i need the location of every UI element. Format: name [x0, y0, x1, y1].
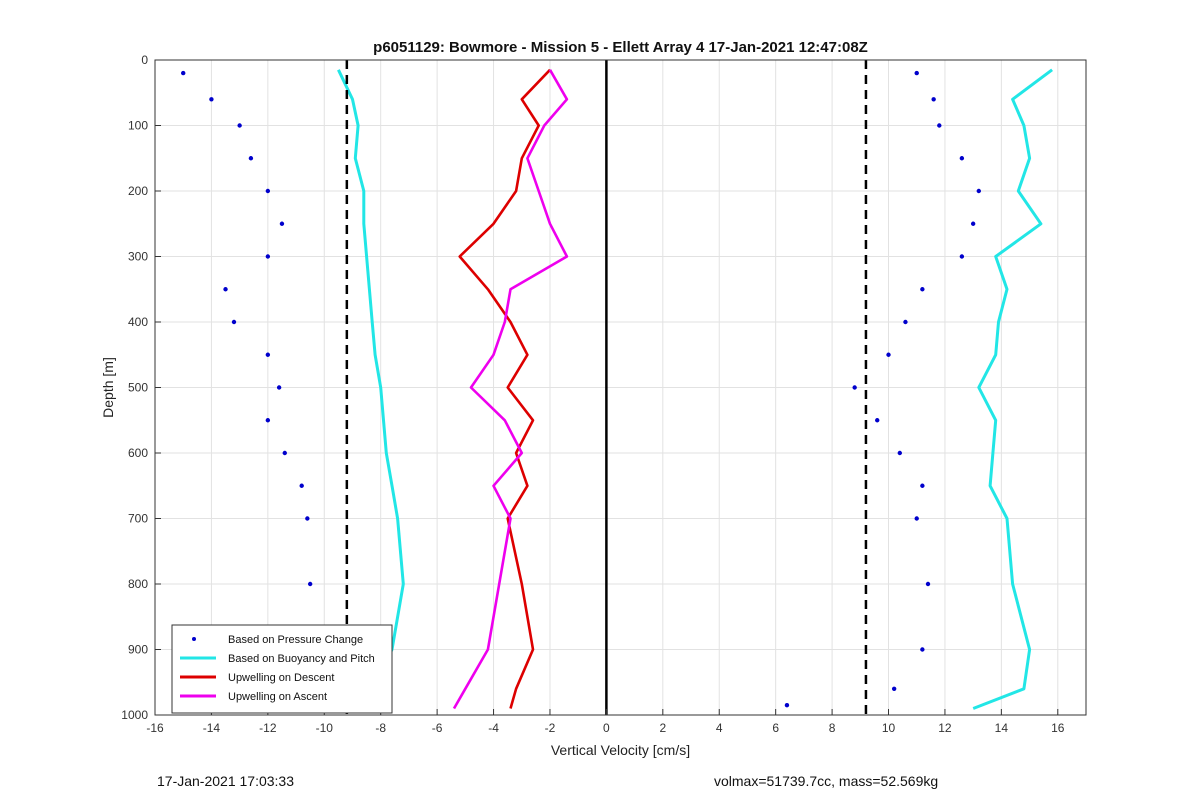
x-tick-label: 12 [938, 721, 952, 735]
y-tick-label: 1000 [121, 708, 148, 722]
series-line [337, 69, 405, 710]
pressure-data-point [248, 156, 254, 161]
pressure-data-point [920, 483, 925, 488]
pressure-data-point [231, 319, 237, 325]
pressure-data-point [914, 516, 919, 521]
pressure-data-point [914, 70, 919, 76]
pressure-data-point [897, 450, 902, 456]
pressure-data-point [937, 123, 942, 128]
pressure-data-point [282, 450, 287, 456]
reference-lines [345, 60, 868, 715]
pressure-data-point [305, 516, 310, 521]
y-tick-label: 100 [128, 119, 148, 133]
pressure-data-point [931, 97, 936, 102]
y-tick-label: 400 [128, 315, 148, 329]
pressure-data-point [886, 352, 891, 357]
x-tick-label: 14 [995, 721, 1009, 735]
y-tick-label: 500 [128, 381, 148, 395]
x-tick-label: 2 [659, 721, 666, 735]
pressure-data-point [181, 70, 186, 76]
y-axis-label: Depth [m] [100, 357, 116, 418]
pressure-data-point [959, 254, 965, 259]
chart-title: p6051129: Bowmore - Mission 5 - Ellett A… [373, 39, 868, 56]
x-tick-label: 8 [829, 721, 836, 735]
pressure-data-point [925, 581, 931, 587]
y-tick-label: 900 [128, 643, 148, 657]
pressure-data-point [970, 221, 976, 226]
pressure-data-point [209, 97, 214, 102]
pressure-data-point [265, 418, 271, 423]
pressure-data-point [875, 418, 880, 423]
series-line [452, 69, 569, 710]
x-tick-label: -4 [488, 721, 499, 735]
y-tick-label: 700 [128, 512, 148, 526]
legend: Based on Pressure Change Based on Buoyanc… [171, 624, 393, 714]
pressure-data-point [920, 647, 925, 652]
legend-label: Upwelling on Ascent [228, 691, 327, 703]
pressure-data-point [276, 385, 282, 390]
y-tick-label: 800 [128, 577, 148, 591]
footer-timestamp: 17-Jan-2021 17:03:33 [157, 773, 294, 789]
series-line [458, 68, 551, 709]
x-tick-label: -2 [545, 721, 556, 735]
x-tick-label: -16 [146, 721, 164, 735]
series-layer [181, 68, 1053, 710]
x-tick-label: 4 [716, 721, 723, 735]
legend-label: Based on Buoyancy and Pitch [228, 653, 375, 665]
pressure-data-point [852, 385, 857, 390]
legend-label: Based on Pressure Change [228, 634, 363, 646]
pressure-data-point [976, 188, 981, 194]
y-tick-label: 600 [128, 446, 148, 460]
x-tick-label: -10 [316, 721, 334, 735]
x-tick-label: 16 [1051, 721, 1065, 735]
x-tick-label: -12 [259, 721, 277, 735]
pressure-data-point [920, 287, 925, 292]
pressure-data-point [307, 581, 313, 587]
pressure-data-point [784, 702, 790, 708]
footer-stats: volmax=51739.7cc, mass=52.569kg [714, 773, 939, 789]
legend-box [171, 624, 393, 714]
pressure-data-point [299, 483, 304, 488]
legend-label: Upwelling on Descent [228, 672, 334, 684]
series-line [972, 68, 1053, 710]
pressure-data-point [265, 188, 271, 194]
y-tick-label: 200 [128, 184, 148, 198]
x-axis-label: Vertical Velocity [cm/s] [551, 742, 690, 758]
pressure-data-point [223, 287, 228, 292]
axis-ticks: -16 -14 -12 -10 -8 -6 -4 -2 0 2 4 6 8 10 12 14 16 0 100 200… [121, 53, 1064, 735]
x-tick-label: 0 [603, 721, 610, 735]
pressure-data-point [891, 686, 897, 691]
x-tick-label: -8 [375, 721, 386, 735]
pressure-data-point [265, 352, 271, 357]
legend-marker [192, 637, 196, 641]
x-tick-label: -14 [203, 721, 221, 735]
pressure-data-point [279, 221, 285, 226]
pressure-data-point [959, 156, 965, 161]
pressure-data-point [265, 254, 271, 259]
x-tick-label: 6 [772, 721, 779, 735]
pressure-data-point [903, 319, 908, 325]
x-tick-label: -6 [432, 721, 443, 735]
x-tick-label: 10 [882, 721, 896, 735]
y-tick-label: 300 [128, 250, 148, 264]
y-tick-label: 0 [141, 53, 148, 67]
pressure-data-point [237, 123, 242, 128]
